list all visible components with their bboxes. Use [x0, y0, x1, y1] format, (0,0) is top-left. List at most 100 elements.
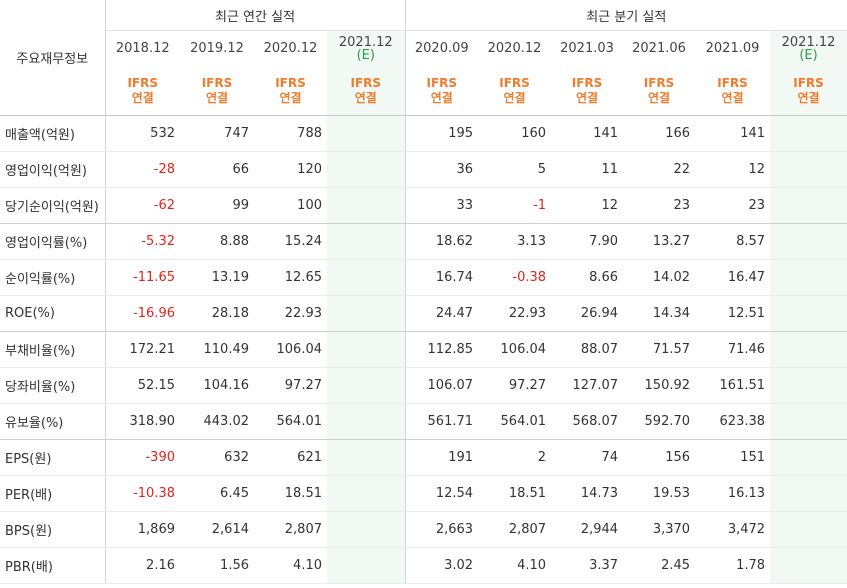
value-cell: 3.13 [478, 223, 552, 260]
value-cell: 13.27 [623, 223, 696, 260]
value-cell: 16.74 [405, 259, 479, 296]
value-cell: 110.49 [180, 331, 254, 368]
value-cell [327, 367, 406, 404]
basis-standard: IFRS [571, 75, 603, 90]
value-cell: -0.38 [478, 259, 552, 296]
value-cell: 2.45 [623, 547, 696, 584]
value-cell: 97.27 [478, 367, 552, 404]
row-label: 당기순이익(억원) [0, 187, 106, 224]
basis-header: IFRS 연결 [254, 66, 327, 116]
value-cell: 195 [405, 115, 479, 152]
value-cell: 22.93 [254, 295, 327, 332]
basis-header: IFRS 연결 [623, 66, 696, 116]
value-cell: 14.02 [623, 259, 696, 296]
value-cell [327, 547, 406, 584]
value-cell: 26.94 [551, 295, 624, 332]
value-cell [770, 331, 847, 368]
basis-header: IFRS 연결 [551, 66, 624, 116]
value-cell: 16.13 [695, 475, 771, 512]
value-cell: 11 [551, 151, 624, 188]
basis-consolidated: 연결 [575, 90, 599, 105]
table-row: 순이익률(%) -11.65 13.19 12.65 16.74 -0.38 8.66 14.… [0, 259, 847, 296]
period-header: 2020.12 [478, 30, 552, 66]
value-cell [770, 403, 847, 440]
value-cell: 561.71 [405, 403, 479, 440]
value-cell: 747 [180, 115, 254, 152]
period-label: 2020.09 [414, 41, 469, 56]
basis-consolidated: 연결 [430, 90, 453, 105]
value-cell: 151 [695, 439, 771, 476]
value-cell [327, 115, 406, 152]
value-cell [770, 187, 847, 224]
period-label: 2021.09 [705, 41, 760, 56]
period-label: 2021.03 [560, 41, 614, 56]
period-header: 2021.12 (E) [770, 30, 847, 66]
value-cell: 8.66 [551, 259, 624, 296]
table-row: PER(배) -10.38 6.45 18.51 12.54 18.51 14.73 19.5… [0, 475, 847, 512]
period-header: 2020.12 [254, 30, 327, 66]
value-cell [327, 295, 406, 332]
estimate-mark: (E) [799, 47, 818, 63]
basis-consolidated: 연결 [647, 90, 671, 105]
value-cell [327, 511, 406, 548]
value-cell: 2,614 [180, 511, 254, 548]
row-label: 유보율(%) [0, 403, 106, 440]
basis-standard: IFRS [643, 75, 675, 90]
row-label: PER(배) [0, 475, 106, 512]
table-row: 영업이익(억원) -28 66 120 36 5 11 22 12 [0, 151, 847, 188]
row-label: 영업이익률(%) [0, 223, 106, 260]
value-cell: 318.90 [105, 403, 180, 440]
value-cell: 12.51 [695, 295, 771, 332]
basis-header: IFRS 연결 [180, 66, 254, 116]
period-label: 2020.12 [263, 41, 318, 56]
period-header: 2021.06 [623, 30, 696, 66]
value-cell [770, 223, 847, 260]
value-cell: -390 [105, 439, 180, 476]
value-cell: 66 [180, 151, 254, 188]
value-cell: 2,663 [405, 511, 479, 548]
value-cell [770, 511, 847, 548]
value-cell [770, 151, 847, 188]
value-cell: -10.38 [105, 475, 180, 512]
period-label: 2021.06 [632, 41, 686, 56]
basis-consolidated: 연결 [131, 90, 154, 105]
value-cell: 592.70 [623, 403, 696, 440]
value-cell: 2,807 [478, 511, 552, 548]
row-label: 부채비율(%) [0, 331, 106, 368]
period-header: 2021.03 [551, 30, 624, 66]
value-cell: 4.10 [478, 547, 552, 584]
value-cell [770, 547, 847, 584]
period-label: 2021.12 [781, 34, 836, 50]
table-row: 부채비율(%) 172.21 110.49 106.04 112.85 106.04 88.… [0, 331, 847, 368]
value-cell: 99 [180, 187, 254, 224]
row-label: PBR(배) [0, 547, 106, 584]
value-cell: 150.92 [623, 367, 696, 404]
value-cell: 141 [551, 115, 624, 152]
value-cell: 100 [254, 187, 327, 224]
basis-consolidated: 연결 [503, 90, 526, 105]
value-cell: 12 [551, 187, 624, 224]
value-cell: 15.24 [254, 223, 327, 260]
value-cell: 632 [180, 439, 254, 476]
basis-standard: IFRS [793, 75, 824, 90]
value-cell: 12.54 [405, 475, 479, 512]
value-cell: 788 [254, 115, 327, 152]
value-cell: 4.10 [254, 547, 327, 584]
value-cell: 22.93 [478, 295, 552, 332]
value-cell: 3,370 [623, 511, 696, 548]
value-cell [327, 151, 406, 188]
value-cell: 97.27 [254, 367, 327, 404]
value-cell: 112.85 [405, 331, 479, 368]
value-cell [770, 115, 847, 152]
value-cell: 564.01 [254, 403, 327, 440]
period-header: 2021.12 (E) [327, 30, 406, 66]
value-cell: 443.02 [180, 403, 254, 440]
basis-header: IFRS 연결 [105, 66, 180, 116]
value-cell [327, 223, 406, 260]
value-cell: 71.57 [623, 331, 696, 368]
value-cell [770, 475, 847, 512]
basis-header: IFRS 연결 [695, 66, 771, 116]
basis-standard: IFRS [201, 75, 233, 90]
value-cell: 2.16 [105, 547, 180, 584]
value-cell: 7.90 [551, 223, 624, 260]
